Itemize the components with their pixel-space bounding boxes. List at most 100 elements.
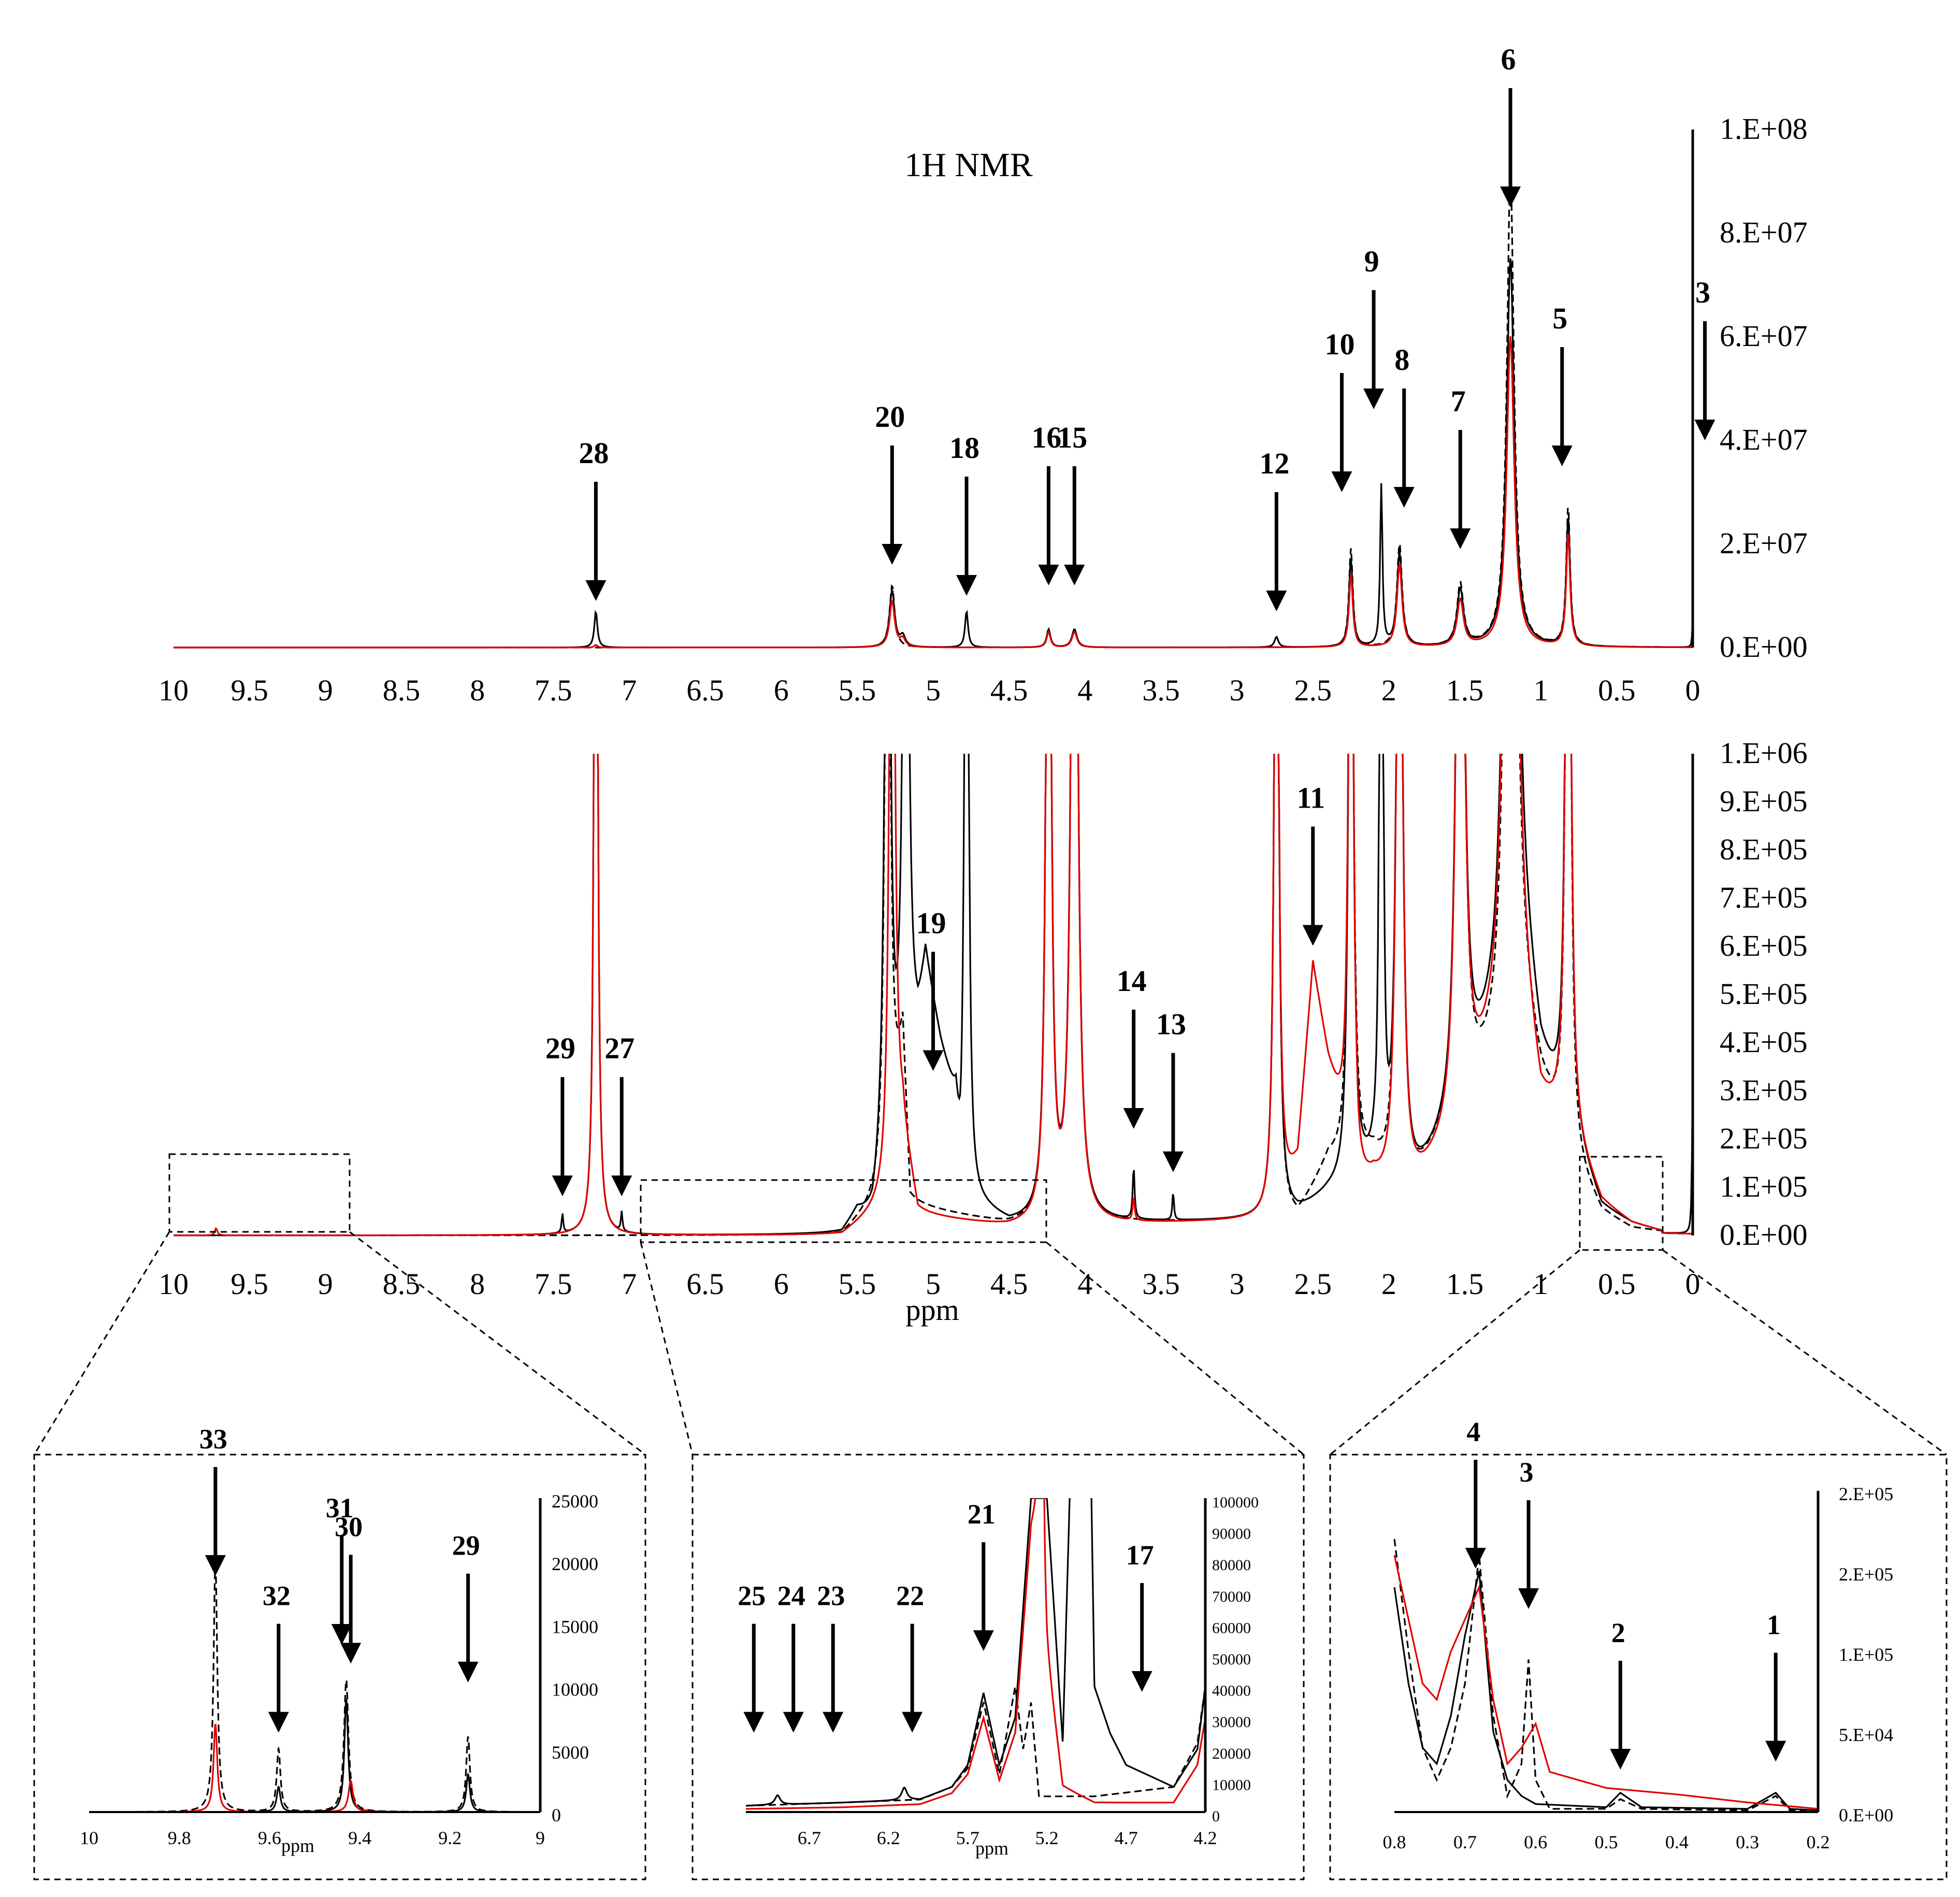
top-annotation-arrowhead — [1393, 487, 1415, 508]
top-x-tick-label: 9.5 — [230, 673, 268, 707]
middle-x-tick-label: 6 — [774, 1267, 789, 1301]
top-x-tick-label: 4.5 — [990, 673, 1028, 707]
top-x-tick-label: 0 — [1685, 673, 1700, 707]
zoom-line — [1662, 1249, 1947, 1456]
middle-y-tick-label: 0.E+00 — [1720, 1218, 1808, 1252]
inset-left-annotation-arrowhead — [457, 1661, 479, 1683]
middle-x-tick-label: 4 — [1077, 1267, 1092, 1301]
inset-middle-x-tick-label: 4.7 — [1115, 1828, 1138, 1848]
inset-right-x-tick-label: 0.8 — [1383, 1832, 1406, 1852]
inset-right-y-tick-label: 2.E+05 — [1839, 1564, 1893, 1585]
middle-y-tick-label: 5.E+05 — [1720, 977, 1808, 1011]
middle-x-tick-label: 10 — [158, 1267, 189, 1301]
top-annotation-label: 12 — [1259, 447, 1289, 480]
inset-left-annotation-label: 31 — [326, 1492, 354, 1524]
inset-left-y-tick-label: 10000 — [552, 1679, 598, 1700]
zoom-line — [349, 1231, 646, 1456]
inset-right-x-tick-label: 0.4 — [1665, 1832, 1689, 1852]
inset-middle-y-tick-label: 30000 — [1212, 1714, 1251, 1731]
inset-middle-series-red — [746, 1498, 1206, 1810]
inset-middle-y-tick-label: 50000 — [1212, 1651, 1251, 1668]
top-annotation-label: 28 — [579, 436, 609, 470]
top-annotation-label: 10 — [1324, 327, 1354, 361]
inset-left-x-tick-label: 9.6 — [258, 1828, 281, 1848]
middle-x-tick-label: 8 — [470, 1267, 485, 1301]
middle-y-tick-label: 3.E+05 — [1720, 1073, 1808, 1107]
inset-right-x-tick-label: 0.7 — [1453, 1832, 1477, 1852]
middle-y-tick-label: 1.E+06 — [1720, 736, 1808, 770]
top-annotation-arrowhead — [882, 544, 903, 565]
middle-annotation-arrowhead — [1302, 925, 1323, 946]
inset-right-x-tick-label: 0.6 — [1524, 1832, 1547, 1852]
zoom-box-right — [1579, 1156, 1664, 1251]
inset-middle-series-group — [746, 1498, 1206, 1810]
inset-left-annotation-label: 33 — [199, 1424, 227, 1455]
inset-middle-y-tick-label: 70000 — [1212, 1588, 1251, 1605]
inset-middle-panel: 0 10000 20000 30000 40000 50000 60000 70000 8000… — [738, 1494, 1259, 1859]
top-annotation-arrowhead — [1694, 420, 1716, 440]
top-y-tick-label: 8.E+07 — [1720, 215, 1808, 249]
middle-y-tick-label: 1.E+05 — [1720, 1170, 1808, 1203]
middle-x-tick-label: 5.5 — [839, 1267, 876, 1301]
top-y-tick-label: 1.E+08 — [1720, 112, 1808, 146]
inset-right-annotation-arrowhead — [1518, 1588, 1539, 1609]
top-annotation-label: 9 — [1364, 245, 1379, 278]
inset-middle-x-axis-label: ppm — [975, 1838, 1008, 1859]
inset-right-series-black-solid — [1393, 1571, 1819, 1813]
top-x-tick-label: 1 — [1533, 673, 1548, 707]
inset-middle-y-tick-label: 10000 — [1212, 1776, 1251, 1793]
inset-right-panel: 0.E+00 5.E+04 1.E+05 2.E+05 2.E+05 0.8 0.7 0.6 0… — [1383, 1416, 1894, 1852]
inset-middle-y-tick-label: 80000 — [1212, 1557, 1251, 1574]
inset-right-y-tick-label: 0.E+00 — [1839, 1805, 1893, 1826]
inset-middle-annotation-label: 22 — [896, 1580, 924, 1612]
inset-right-series-black-dashed — [1393, 1539, 1819, 1813]
inset-right-annotation-arrowhead — [1765, 1741, 1786, 1762]
inset-right-annotation-arrowhead — [1465, 1548, 1486, 1569]
inset-left-x-tick-label: 9.8 — [168, 1828, 191, 1848]
middle-annotation-arrowhead — [552, 1175, 573, 1197]
inset-middle-x-tick-label: 5.2 — [1035, 1828, 1059, 1848]
inset-middle-annotation-label: 23 — [817, 1580, 845, 1612]
top-x-tick-label: 5 — [926, 673, 941, 707]
inset-middle-y-tick-label: 60000 — [1212, 1619, 1251, 1636]
inset-middle-annotation-arrowhead — [783, 1712, 804, 1733]
inset-right-y-tick-label: 5.E+04 — [1839, 1724, 1893, 1745]
top-annotation-label: 18 — [949, 431, 979, 465]
inset-right-y-tick-label: 1.E+05 — [1839, 1644, 1893, 1665]
top-x-tick-label: 3.5 — [1142, 673, 1180, 707]
inset-middle-x-tick-label: 4.2 — [1194, 1828, 1217, 1848]
inset-middle-annotation-arrowhead — [902, 1712, 923, 1733]
top-x-tick-label: 5.5 — [839, 673, 876, 707]
top-annotation-label: 15 — [1057, 421, 1087, 454]
top-x-tick-label: 9 — [318, 673, 333, 707]
inset-left-y-tick-label: 15000 — [552, 1616, 598, 1637]
inset-middle-annotation-label: 17 — [1126, 1540, 1154, 1571]
middle-x-tick-label: 6.5 — [686, 1267, 724, 1301]
top-x-tick-label: 7 — [622, 673, 637, 707]
top-x-tick-label: 0.5 — [1598, 673, 1636, 707]
inset-right-x-tick-label: 0.2 — [1807, 1832, 1830, 1852]
top-x-tick-label: 1.5 — [1446, 673, 1484, 707]
inset-right-annotation-arrowhead — [1610, 1749, 1631, 1770]
top-x-tick-label: 8.5 — [383, 673, 421, 707]
middle-annotation-label: 13 — [1156, 1008, 1186, 1041]
middle-x-tick-label: 1 — [1533, 1267, 1548, 1301]
inset-middle-y-tick-label: 100000 — [1212, 1494, 1259, 1511]
inset-frame-right — [1329, 1454, 1948, 1880]
top-y-tick-label: 4.E+07 — [1720, 423, 1808, 456]
inset-left-x-tick-label: 9 — [536, 1828, 545, 1848]
top-annotation-label: 7 — [1451, 384, 1466, 418]
inset-left-x-tick-label: 9.4 — [348, 1828, 371, 1848]
inset-left-series-group — [89, 1560, 540, 1813]
top-annotation-label: 16 — [1031, 421, 1061, 454]
middle-x-tick-label: 2.5 — [1294, 1267, 1332, 1301]
top-annotation-label: 8 — [1394, 343, 1409, 377]
inset-left-x-tick-label: 10 — [80, 1828, 98, 1848]
inset-middle-annotation-label: 21 — [968, 1499, 996, 1530]
zoom-line — [1046, 1241, 1304, 1456]
inset-left-annotation-label: 30 — [335, 1511, 363, 1542]
zoom-box-left — [168, 1153, 351, 1233]
inset-middle-y-tick-label: 20000 — [1212, 1745, 1251, 1762]
middle-y-tick-label: 6.E+05 — [1720, 929, 1808, 962]
inset-middle-annotation-arrowhead — [973, 1630, 994, 1651]
